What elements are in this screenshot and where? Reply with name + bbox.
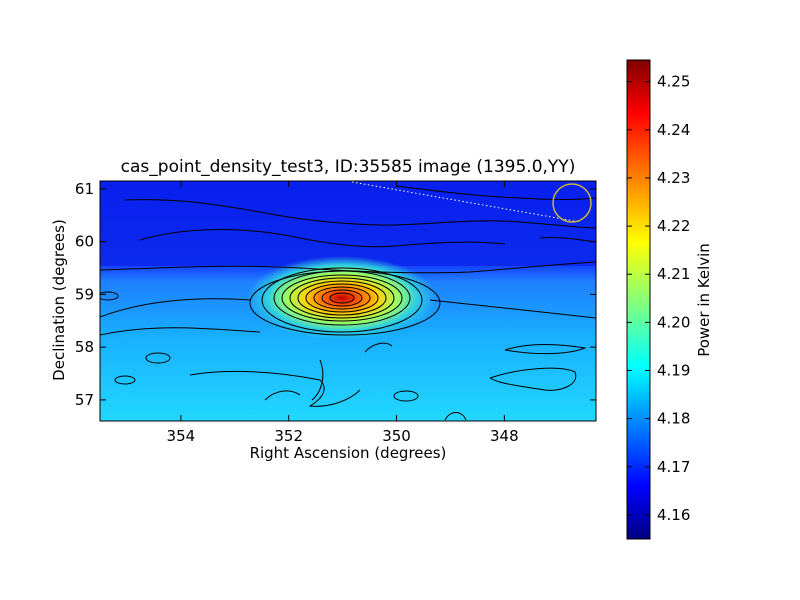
y-tick-label: 58: [75, 338, 94, 356]
source-blob: [247, 256, 437, 340]
chart-title: cas_point_density_test3, ID:35585 image …: [121, 157, 576, 177]
contour: [261, 267, 423, 333]
contour: [444, 412, 467, 421]
contour: [100, 298, 596, 319]
colorbar: [626, 59, 651, 540]
contour: [504, 344, 587, 355]
contour: [264, 390, 301, 401]
colorbar-tick-label: 4.18: [657, 410, 690, 428]
contour: [393, 390, 419, 402]
contour: [311, 359, 324, 401]
colorbar-tick-label: 4.19: [657, 362, 690, 380]
colorbar-tick-label: 4.23: [657, 169, 690, 187]
x-tick-label: 352: [274, 427, 303, 445]
contour: [124, 199, 596, 229]
y-axis-label: Declination (degrees): [50, 219, 68, 381]
y-tick-label: 57: [75, 391, 94, 409]
plot-area: [100, 181, 596, 421]
x-tick-label: 354: [167, 427, 196, 445]
contour: [114, 375, 136, 385]
colorbar-tick-label: 4.25: [657, 73, 690, 91]
contour: [395, 185, 596, 200]
colorbar-tick-label: 4.24: [657, 121, 690, 139]
colorbar-tick-label: 4.21: [657, 265, 690, 283]
contour: [145, 352, 171, 364]
contour: [313, 286, 371, 310]
x-axis-label: Right Ascension (degrees): [250, 444, 447, 462]
y-tick-label: 59: [75, 285, 94, 303]
contour: [189, 370, 361, 407]
colorbar-label: Power in Kelvin: [695, 243, 713, 357]
y-axis: 57 58 59 60 61: [75, 180, 596, 409]
beam-circle: [552, 183, 592, 223]
x-axis: 354 352 350 348: [167, 181, 519, 445]
contour: [297, 280, 387, 316]
contour: [289, 277, 395, 319]
colorbar-tick-label: 4.16: [657, 506, 690, 524]
contour: [321, 289, 363, 307]
contour: [364, 342, 393, 353]
y-tick-label: 61: [75, 180, 94, 198]
colorbar-tick-label: 4.22: [657, 217, 690, 235]
x-tick-label: 348: [490, 427, 519, 445]
contour: [100, 261, 596, 274]
x-tick-label: 350: [382, 427, 411, 445]
contour: [305, 283, 379, 313]
y-tick-label: 60: [75, 233, 94, 251]
dotted-line: [351, 181, 581, 223]
plot-frame: [99, 180, 597, 422]
contour: [100, 327, 261, 336]
contours: [100, 185, 596, 421]
contour: [100, 291, 119, 301]
colorbar-ticks: 4.16 4.17 4.18 4.19 4.20 4.21 4.22 4.23 4.24 4.25: [627, 73, 690, 524]
contour: [281, 274, 403, 322]
colorbar-tick-label: 4.17: [657, 458, 690, 476]
colorbar-tick-label: 4.20: [657, 313, 690, 331]
contour: [489, 367, 577, 391]
contour: [329, 292, 355, 304]
